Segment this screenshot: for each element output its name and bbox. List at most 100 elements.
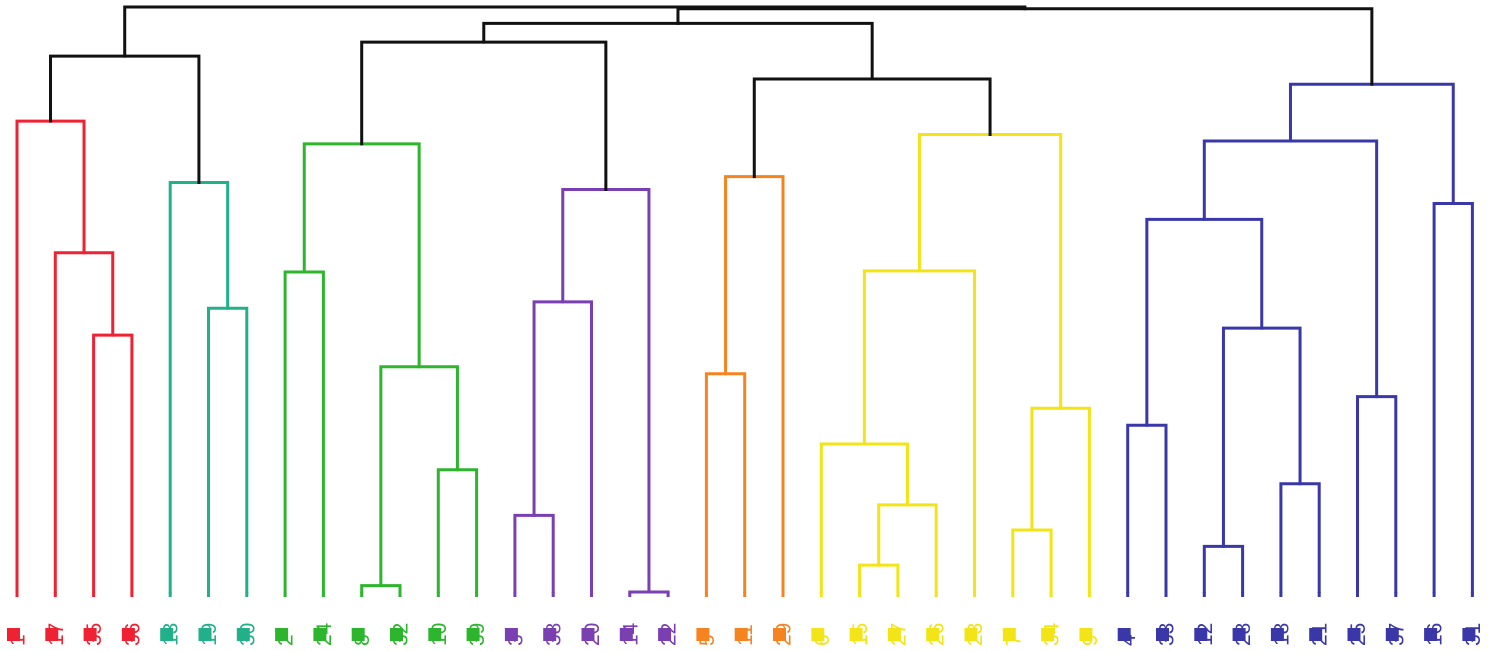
merge-link-m15 <box>561 188 651 594</box>
merge-link-m33 <box>1356 395 1398 594</box>
leaf-label-31: 31 <box>1462 623 1485 646</box>
leaf-marker-13 <box>160 628 174 641</box>
leaf-marker-25 <box>1347 628 1361 641</box>
leaf-marker-16 <box>1424 628 1438 641</box>
leaf-marker-30 <box>236 628 250 641</box>
leaf-marker-2 <box>275 628 289 641</box>
merge-link-m2 <box>53 251 115 594</box>
merge-link-m20 <box>877 503 938 594</box>
merge-link-m21 <box>819 442 909 594</box>
merge-link-m17 <box>704 372 747 594</box>
leaf-marker-29 <box>773 628 786 641</box>
merge-link-m38 <box>123 5 1027 58</box>
leaf-label-1: 1 <box>7 634 30 646</box>
merge-link-m36 <box>1288 82 1455 206</box>
leaf-marker-4 <box>1117 628 1131 641</box>
merge-link-m3 <box>15 119 86 594</box>
leaf-marker-32 <box>390 628 403 641</box>
leaf-marker-14 <box>619 628 633 641</box>
leaf-marker-3 <box>504 628 518 641</box>
leaf-marker-11 <box>734 628 748 641</box>
leaf-label-16: 16 <box>1424 623 1447 646</box>
leaf-label-25: 25 <box>1347 623 1370 646</box>
leaf-label-23: 23 <box>964 623 987 646</box>
leaf-marker-10 <box>428 628 442 641</box>
leaf-label-38: 38 <box>543 623 566 646</box>
leaf-label-6: 6 <box>811 634 834 646</box>
merge-link-m27 <box>482 21 874 81</box>
leaf-label-37: 37 <box>1385 623 1408 646</box>
leaf-label-11: 11 <box>734 624 757 646</box>
leaf-marker-12 <box>1194 628 1208 641</box>
leaf-label-21: 21 <box>1309 623 1332 646</box>
leaf-label-15: 15 <box>849 623 872 646</box>
merge-link-m4 <box>207 306 249 594</box>
leaf-label-35: 35 <box>83 623 106 646</box>
leaf-label-19: 19 <box>198 623 221 646</box>
leaf-marker-21 <box>1309 628 1323 641</box>
leaf-marker-5 <box>696 628 710 641</box>
leaf-marker-39 <box>466 628 480 641</box>
leaf-label-9: 9 <box>1079 634 1102 646</box>
merge-link-m10 <box>379 365 459 588</box>
leaf-label-5: 5 <box>696 634 719 646</box>
merge-link-m22 <box>862 269 976 594</box>
leaf-label-26: 26 <box>926 623 949 646</box>
merge-link-m11 <box>302 142 421 369</box>
merge-link-m35 <box>1432 202 1474 594</box>
merge-link-m13 <box>532 300 593 594</box>
leaf-label-18: 18 <box>1270 623 1293 646</box>
leaf-marker-27 <box>887 628 901 641</box>
leaf-marker-24 <box>313 628 327 641</box>
merge-link-m34 <box>1202 139 1379 399</box>
merge-link-m37 <box>676 7 1374 86</box>
merge-link-m6 <box>49 54 201 184</box>
leaf-label-33: 33 <box>1156 623 1179 646</box>
leaf-marker-28 <box>1232 628 1246 641</box>
dendrogram-links <box>15 5 1474 594</box>
leaf-label-12: 12 <box>1194 623 1217 646</box>
merge-link-m28 <box>1126 423 1168 594</box>
merge-link-m32 <box>1145 217 1264 427</box>
leaf-label-36: 36 <box>121 623 144 646</box>
merge-link-m7 <box>283 270 325 594</box>
merge-link-m29 <box>1202 544 1245 594</box>
leaf-marker-17 <box>45 628 59 641</box>
leaf-marker-33 <box>1156 628 1169 641</box>
merge-link-m31 <box>1221 326 1302 548</box>
leaf-marker-8 <box>351 628 365 641</box>
leaf-marker-23 <box>964 628 978 641</box>
leaf-label-20: 20 <box>581 623 604 646</box>
leaf-label-22: 22 <box>658 623 681 646</box>
leaf-marker-15 <box>849 628 863 641</box>
leaf-marker-37 <box>1385 628 1399 641</box>
merge-link-m1 <box>92 333 134 594</box>
leaf-label-7: 7 <box>1002 634 1025 646</box>
merge-link-m30 <box>1279 482 1321 594</box>
merge-link-m26 <box>752 77 992 179</box>
leaf-label-34: 34 <box>1041 622 1064 646</box>
leaf-marker-36 <box>121 628 135 641</box>
leaf-label-24: 24 <box>313 622 336 646</box>
leaf-marker-6 <box>811 628 825 641</box>
leaf-marker-26 <box>926 628 940 641</box>
leaf-label-3: 3 <box>504 634 527 646</box>
merge-link-m5 <box>168 181 230 594</box>
leaf-marker-9 <box>1079 628 1093 641</box>
merge-link-m12 <box>513 513 555 594</box>
leaf-marker-31 <box>1462 628 1476 641</box>
leaf-marker-19 <box>198 628 212 641</box>
merge-link-m19 <box>858 563 900 594</box>
merge-link-m24 <box>1030 406 1091 594</box>
leaf-label-39: 39 <box>466 623 489 646</box>
leaf-marker-35 <box>83 628 97 641</box>
leaf-marker-7 <box>1002 628 1016 641</box>
leaf-label-10: 10 <box>428 623 451 646</box>
leaf-label-13: 13 <box>160 623 183 646</box>
leaf-label-27: 27 <box>887 623 910 646</box>
leaf-label-8: 8 <box>351 634 374 646</box>
leaf-label-4: 4 <box>1117 634 1140 646</box>
leaf-marker-18 <box>1270 628 1284 641</box>
merge-link-m9 <box>436 468 479 594</box>
